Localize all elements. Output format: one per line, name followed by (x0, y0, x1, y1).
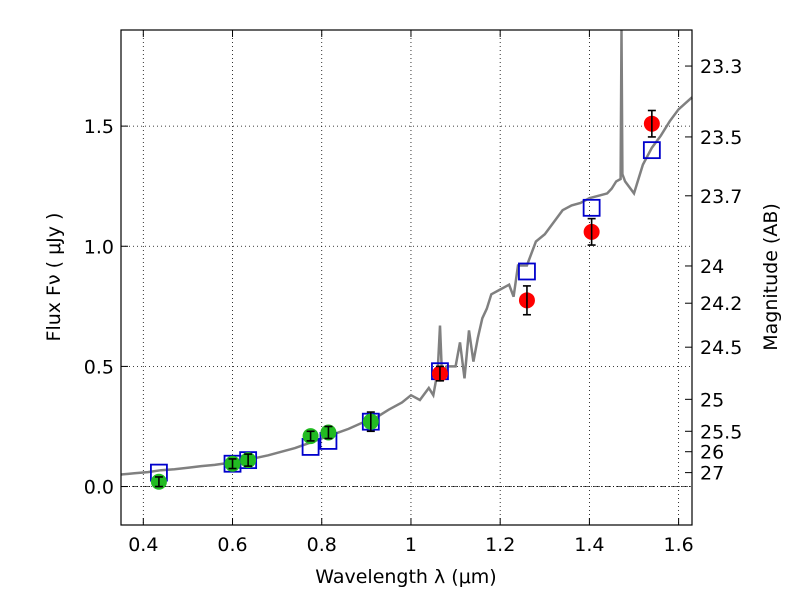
observed-point (362, 411, 379, 433)
y-tick-label: 1.5 (84, 116, 114, 138)
observed-point (224, 455, 241, 472)
right-tick-label: 26 (700, 442, 724, 464)
right-tick-label: 24.5 (700, 337, 742, 359)
right-axis-label: Magnitude (AB) (760, 203, 782, 351)
observed-point (583, 217, 600, 246)
right-tick-label: 24.2 (700, 293, 742, 315)
right-tick-label: 23.5 (700, 127, 742, 149)
x-tick-label: 0.6 (217, 534, 247, 556)
model-photometry-square (642, 141, 661, 160)
observed-point (302, 428, 319, 445)
plot-frame (120, 29, 693, 526)
observed-point (320, 424, 337, 441)
x-tick-label: 0.4 (128, 534, 158, 556)
observed-point (150, 473, 167, 490)
grid-lines (121, 30, 692, 525)
y-axis-ticks: 0.0 0.5 1.0 1.5 (84, 116, 128, 499)
right-tick-label: 23.7 (700, 186, 742, 208)
x-tick-label: 1.2 (485, 534, 515, 556)
observed-photometry-points (150, 109, 660, 490)
y-axis-label: Flux Fν ( μJy ) (43, 213, 65, 342)
y-tick-label: 1.0 (84, 236, 114, 258)
right-tick-label: 23.3 (700, 56, 742, 78)
x-tick-label: 1.6 (664, 534, 694, 556)
x-tick-label: 1.4 (574, 534, 604, 556)
y-tick-label: 0.5 (84, 356, 114, 378)
x-axis-label: Wavelength λ (μm) (315, 566, 496, 588)
observed-point (518, 285, 535, 316)
observed-point (431, 365, 448, 382)
model-photometry-square (518, 262, 536, 281)
right-tick-label: 25 (700, 389, 724, 411)
model-photometry-markers (150, 141, 661, 482)
model-spectrum-line (120, 29, 693, 476)
x-axis-ticks: 0.4 0.6 0.8 1 1.2 1.4 1.6 (128, 30, 694, 556)
model-photometry-square (582, 198, 601, 217)
right-tick-label: 25.5 (700, 421, 742, 443)
right-tick-label: 24 (700, 256, 724, 278)
observed-point (643, 109, 660, 138)
x-tick-label: 0.8 (307, 534, 337, 556)
x-tick-label: 1 (405, 534, 417, 556)
observed-point (240, 452, 257, 469)
y-tick-label: 0.0 (84, 477, 114, 499)
right-tick-label: 27 (700, 463, 724, 485)
